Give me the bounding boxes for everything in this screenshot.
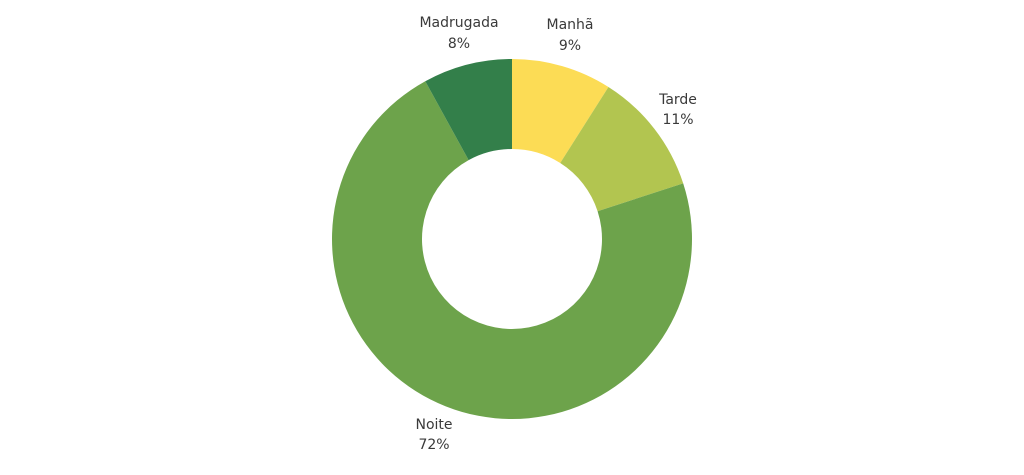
- slice-value-label: 72%: [418, 437, 449, 453]
- slice-value-label: 8%: [448, 36, 470, 52]
- donut-slices: [332, 59, 692, 419]
- slice-tarde: [560, 87, 684, 212]
- slice-value-label: 9%: [559, 38, 581, 54]
- slice-labels: Manhã 9% Tarde 11% Noite 72% Madrugada 8%: [415, 15, 696, 453]
- slice-name-label: Manhã: [547, 17, 594, 33]
- slice-noite: [332, 81, 692, 419]
- slice-value-label: 11%: [662, 112, 693, 128]
- slice-manha: [512, 59, 609, 164]
- slice-name-label: Noite: [415, 417, 452, 433]
- slice-madrugada: [425, 59, 512, 161]
- slice-name-label: Madrugada: [419, 15, 498, 31]
- slice-name-label: Tarde: [658, 92, 697, 108]
